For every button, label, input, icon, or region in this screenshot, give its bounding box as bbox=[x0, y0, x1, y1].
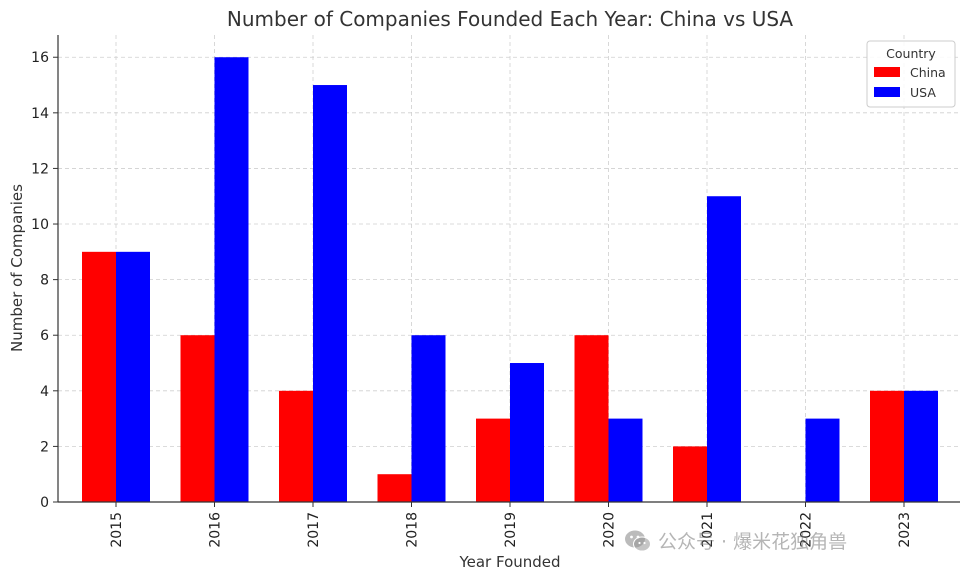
y-tick-label: 16 bbox=[31, 50, 49, 66]
bar-usa-2020 bbox=[608, 418, 643, 502]
x-tick-label: 2015 bbox=[109, 512, 125, 548]
x-tick-label: 2016 bbox=[208, 512, 224, 548]
x-tick-label: 2020 bbox=[602, 512, 618, 548]
bar-usa-2016 bbox=[214, 57, 249, 502]
bars bbox=[82, 57, 938, 503]
y-tick-label: 10 bbox=[31, 217, 49, 233]
x-tick-label: 2019 bbox=[503, 512, 519, 548]
x-axis-label: Year Founded bbox=[458, 553, 560, 571]
bar-usa-2021 bbox=[707, 196, 741, 502]
chart-title: Number of Companies Founded Each Year: C… bbox=[227, 7, 794, 31]
y-tick-label: 4 bbox=[40, 384, 49, 400]
x-tick-label: 2021 bbox=[700, 512, 716, 548]
bar-china-2016 bbox=[180, 335, 215, 502]
bar-usa-2015 bbox=[116, 251, 150, 502]
bar-china-2020 bbox=[574, 335, 609, 502]
watermark-text: 公众号 · 爆米花独角兽 bbox=[658, 531, 848, 553]
legend-label-china: China bbox=[910, 65, 946, 80]
bar-china-2015 bbox=[82, 251, 116, 502]
y-tick-label: 6 bbox=[40, 328, 49, 344]
y-axis-label: Number of Companies bbox=[8, 184, 26, 352]
bar-usa-2018 bbox=[411, 335, 446, 502]
x-tick-label: 2022 bbox=[799, 512, 815, 548]
y-tick-label: 12 bbox=[31, 161, 49, 177]
legend-swatch-usa bbox=[874, 87, 900, 97]
bar-china-2021 bbox=[673, 446, 707, 502]
x-axis-ticks: 2015 2016 2017 2018 2019 2020 2021 2022 2023 bbox=[109, 502, 913, 548]
bar-china-2019 bbox=[476, 418, 510, 502]
wechat-icon bbox=[625, 530, 651, 551]
watermark: 公众号 · 爆米花独角兽 bbox=[624, 527, 847, 554]
x-tick-label: 2018 bbox=[405, 512, 421, 548]
y-tick-label: 0 bbox=[40, 495, 49, 511]
y-tick-label: 8 bbox=[40, 273, 49, 289]
x-tick-label: 2017 bbox=[306, 512, 322, 548]
legend-label-usa: USA bbox=[910, 85, 936, 100]
bar-china-2023 bbox=[870, 390, 904, 502]
bar-usa-2017 bbox=[313, 85, 347, 503]
legend-swatch-china bbox=[874, 67, 900, 77]
legend-title: Country bbox=[886, 46, 936, 61]
y-axis-ticks: 0 2 4 6 8 10 12 14 16 bbox=[31, 50, 58, 511]
legend: Country China USA bbox=[866, 40, 956, 108]
bar-china-2017 bbox=[279, 390, 313, 502]
bar-usa-2019 bbox=[510, 363, 544, 502]
bar-usa-2023 bbox=[904, 390, 938, 502]
y-tick-label: 14 bbox=[31, 106, 49, 122]
bar-usa-2022 bbox=[805, 418, 840, 502]
bar-china-2018 bbox=[377, 474, 412, 502]
x-tick-label: 2023 bbox=[897, 512, 913, 548]
y-tick-label: 2 bbox=[40, 439, 49, 455]
